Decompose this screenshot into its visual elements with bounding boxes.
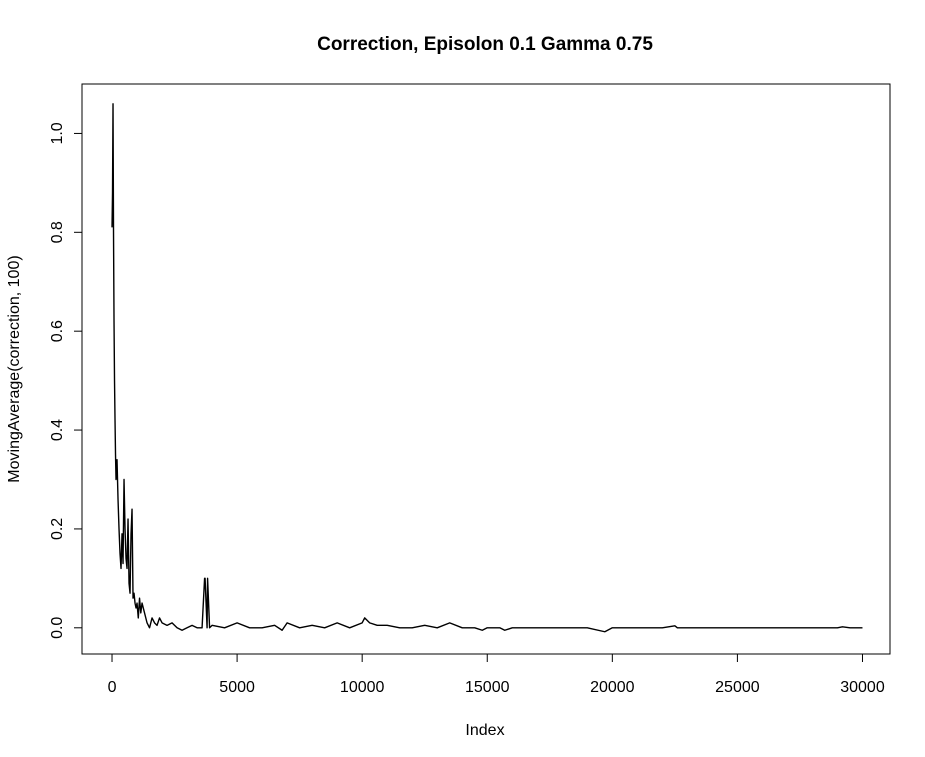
x-tick-label: 20000	[590, 679, 635, 696]
series-line	[111, 103, 863, 633]
x-axis: 0 5000 10000 15000 20000 25000 30000	[108, 653, 885, 696]
x-tick-label: 15000	[465, 679, 510, 696]
x-tick-label: 0	[108, 679, 117, 696]
x-axis-label: Index	[465, 722, 504, 739]
y-tick-label: 0.6	[49, 320, 66, 342]
y-axis-label: MovingAverage(correction, 100)	[6, 255, 23, 482]
y-tick-label: 1.0	[49, 122, 66, 144]
y-tick-label: 0.8	[49, 221, 66, 243]
y-tick-label: 0.2	[49, 518, 66, 540]
x-tick-label: 25000	[715, 679, 760, 696]
y-axis: 0.0 0.2 0.4 0.6 0.8 1.0	[49, 122, 83, 639]
x-tick-label: 5000	[219, 679, 255, 696]
x-tick-label: 10000	[340, 679, 385, 696]
y-tick-label: 0.4	[49, 419, 66, 441]
y-tick-label: 0.0	[49, 617, 66, 639]
plot-box	[81, 83, 891, 655]
x-tick-label: 30000	[840, 679, 885, 696]
chart-title: Correction, Episolon 0.1 Gamma 0.75	[317, 34, 653, 55]
